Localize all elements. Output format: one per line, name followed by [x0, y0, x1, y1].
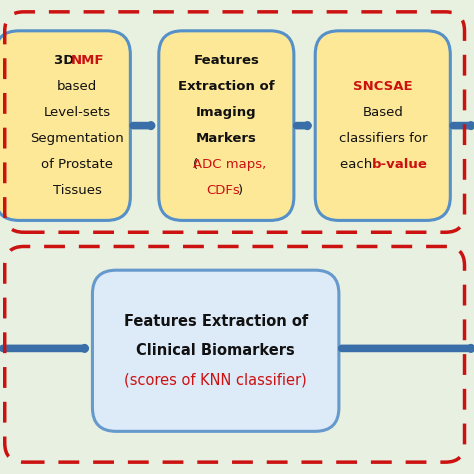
Text: Based: Based: [362, 106, 403, 119]
Text: NMF: NMF: [71, 54, 104, 67]
FancyBboxPatch shape: [0, 0, 474, 237]
Text: ADC maps,: ADC maps,: [193, 158, 266, 171]
Text: based: based: [57, 80, 97, 93]
Text: classifiers for: classifiers for: [338, 132, 427, 145]
Text: SNCSAE: SNCSAE: [353, 80, 412, 93]
Text: Segmentation: Segmentation: [30, 132, 124, 145]
Text: Level-sets: Level-sets: [44, 106, 110, 119]
Text: (scores of KNN classifier): (scores of KNN classifier): [124, 373, 307, 388]
Text: Tissues: Tissues: [53, 184, 101, 197]
Text: CDFs: CDFs: [206, 184, 240, 197]
Text: 3D: 3D: [54, 54, 79, 67]
FancyBboxPatch shape: [159, 31, 294, 220]
Text: each: each: [340, 158, 377, 171]
Text: Features Extraction of: Features Extraction of: [124, 314, 308, 329]
FancyBboxPatch shape: [92, 270, 339, 431]
FancyBboxPatch shape: [0, 237, 474, 474]
FancyBboxPatch shape: [315, 31, 450, 220]
Text: of Prostate: of Prostate: [41, 158, 113, 171]
Text: Extraction of: Extraction of: [178, 80, 274, 93]
Text: b-value: b-value: [372, 158, 428, 171]
Text: Markers: Markers: [196, 132, 257, 145]
Text: Clinical Biomarkers: Clinical Biomarkers: [137, 343, 295, 358]
Text: ): ): [237, 184, 243, 197]
Text: Features: Features: [193, 54, 259, 67]
FancyBboxPatch shape: [0, 31, 130, 220]
Text: (: (: [193, 158, 198, 171]
Text: Imaging: Imaging: [196, 106, 256, 119]
